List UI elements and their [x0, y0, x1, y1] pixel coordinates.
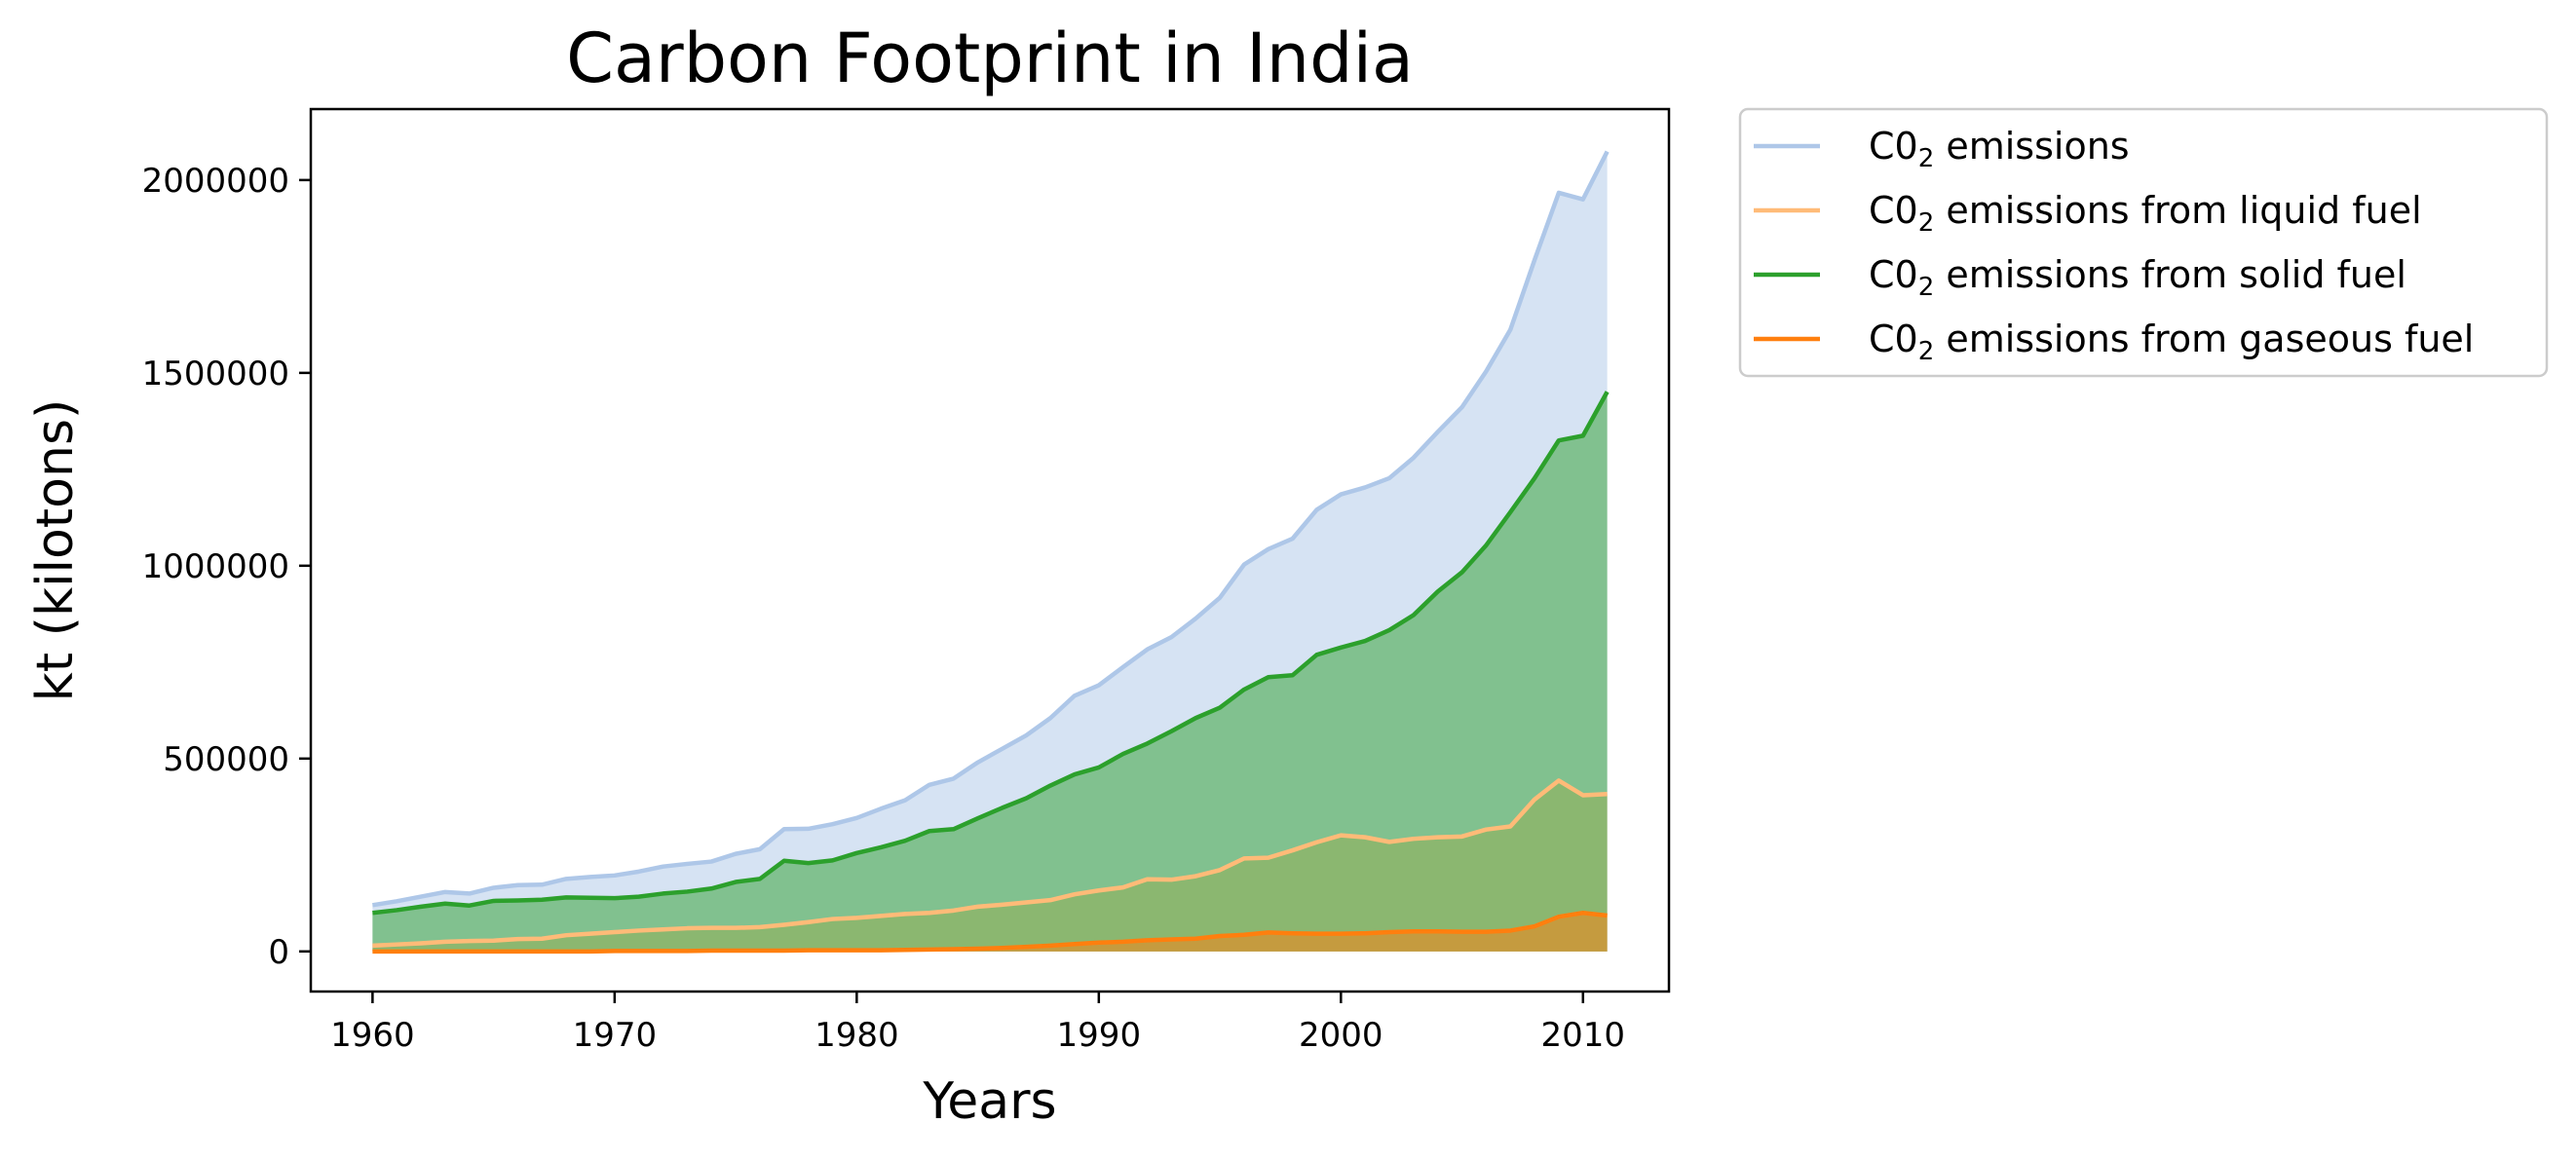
legend-box: [1738, 107, 2549, 378]
x-tick-label: 1980: [814, 1016, 899, 1055]
chart-areas: [372, 151, 1608, 952]
series-line-2: [372, 391, 1610, 916]
plot-frame: [309, 107, 1671, 993]
y-tick-label: 1500000: [142, 355, 289, 393]
legend-label: C02 emissions: [1869, 125, 2130, 173]
series-line-0: [372, 150, 1610, 908]
legend-label: C02 emissions from gaseous fuel: [1869, 318, 2474, 366]
legend: C02 emissions C02 emissions from liquid f…: [1738, 107, 2549, 378]
y-axis-title: kt (kilotons): [26, 399, 85, 702]
y-tick-label: 500000: [163, 740, 289, 779]
series-area-3: [372, 913, 1608, 952]
y-axis: 0 500000 1000000 1500000 2000000: [142, 162, 311, 972]
series-area-2: [372, 392, 1608, 952]
x-tick-label: 2000: [1299, 1016, 1383, 1055]
chart-title: Carbon Footprint in India: [566, 19, 1414, 98]
chart-lines: [372, 150, 1610, 955]
y-tick-label: 0: [268, 933, 289, 972]
series-line-1: [372, 778, 1608, 949]
y-tick-label: 2000000: [142, 162, 289, 201]
x-axis-title: Years: [922, 1072, 1056, 1131]
legend-label: C02 emissions from liquid fuel: [1869, 189, 2422, 238]
x-tick-label: 1990: [1057, 1016, 1142, 1055]
x-tick-label: 1970: [573, 1016, 658, 1055]
x-axis: 1960 1970 1980 1990 2000 2010: [330, 992, 1625, 1055]
series-line-3: [372, 910, 1608, 955]
x-tick-label: 1960: [330, 1016, 415, 1055]
legend-label: C02 emissions from solid fuel: [1869, 253, 2406, 302]
x-tick-label: 2010: [1541, 1016, 1626, 1055]
y-tick-label: 1000000: [142, 547, 289, 586]
